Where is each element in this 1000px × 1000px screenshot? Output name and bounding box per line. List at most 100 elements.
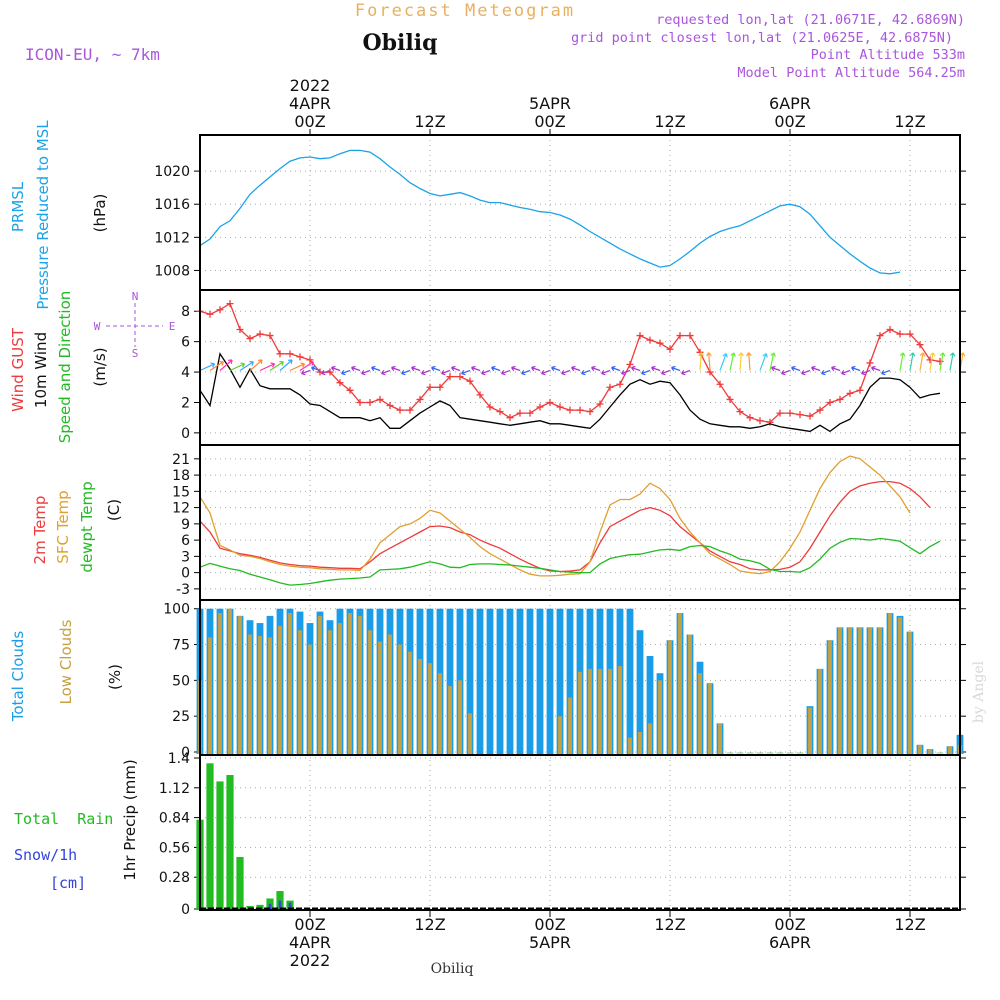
rain-bar <box>256 904 264 909</box>
low-cloud-bar <box>598 668 602 754</box>
wind-direction-arrow <box>441 369 451 376</box>
wind-direction-arrow <box>391 365 401 372</box>
low-cloud-bar <box>298 630 302 754</box>
low-cloud-bar <box>608 668 612 754</box>
wind-direction-arrow <box>641 369 651 376</box>
gust-marker <box>466 377 474 385</box>
low-cloud-bar <box>698 673 702 754</box>
low-cloud-bar <box>618 666 622 754</box>
low-cloud-bar <box>658 680 662 754</box>
low-cloud-bar <box>218 613 222 754</box>
total-cloud-bar <box>526 608 534 754</box>
bottom-tick-label: 2022 <box>290 951 331 970</box>
gust-marker <box>516 409 524 417</box>
wind-direction-arrow <box>881 369 891 376</box>
gust-marker <box>506 414 514 422</box>
wind-direction-arrow <box>759 353 768 371</box>
wind-direction-arrow <box>621 369 631 376</box>
wind-direction-arrow <box>671 365 681 372</box>
rain-bar <box>236 856 244 909</box>
wind-direction-arrow <box>299 361 314 372</box>
wind-direction-arrow <box>746 352 752 371</box>
wind-direction-arrow <box>351 365 361 372</box>
series-dewpt-temp <box>199 537 941 586</box>
panel-precipitation: 0 0.28 0.56 0.84 1.12 1.4 <box>159 751 966 918</box>
panel-wind: 0 2 4 6 8 <box>181 290 966 446</box>
low-cloud-bar <box>558 716 562 754</box>
temp-unit: (C) <box>105 499 123 521</box>
low-cloud-bar <box>688 634 692 754</box>
low-cloud-bar <box>868 627 872 754</box>
low-cloud-bar <box>838 627 842 754</box>
gust-marker <box>436 383 444 391</box>
wind-label-10m: 10m Wind <box>32 332 50 408</box>
pressure-label-2: Pressure Reduced to MSL <box>34 120 52 310</box>
gust-marker <box>476 391 484 399</box>
wind-direction-arrow <box>929 352 936 371</box>
wind-direction-arrow <box>361 369 371 376</box>
gust-marker <box>286 350 294 358</box>
wind-direction-arrow <box>631 365 641 372</box>
wind-direction-arrow <box>801 369 811 376</box>
wind-direction-arrow <box>461 369 471 376</box>
gust-marker <box>616 380 624 388</box>
temp-label-sfc: SFC Temp <box>54 490 72 563</box>
gust-marker <box>406 406 414 414</box>
temperature-ytick-label: 3 <box>181 549 190 565</box>
clouds-ytick-label: 0 <box>181 745 190 761</box>
top-tick-label: 5APR <box>529 94 571 113</box>
gust-marker <box>916 341 924 349</box>
total-cloud-bar <box>496 608 504 754</box>
low-cloud-bar <box>418 658 422 754</box>
total-cloud-bar <box>536 608 544 754</box>
gust-marker <box>296 353 304 361</box>
temperature-ytick-label: -3 <box>176 582 190 598</box>
bottom-tick-label: 6APR <box>769 933 811 952</box>
low-cloud-bar <box>628 737 632 754</box>
gust-marker <box>426 383 434 391</box>
low-cloud-bar <box>708 683 712 754</box>
low-cloud-bar <box>238 615 242 754</box>
wind-direction-arrow <box>821 369 831 376</box>
top-tick-label: 00Z <box>534 112 565 131</box>
gust-marker <box>676 332 684 340</box>
gust-marker <box>906 330 914 338</box>
wind-direction-arrow <box>899 352 906 371</box>
pressure-label-1: PRMSL <box>9 181 27 232</box>
low-cloud-bar <box>288 613 292 754</box>
wind-direction-arrow <box>491 365 501 372</box>
rain-bar <box>246 905 254 909</box>
gust-marker <box>306 356 314 364</box>
temperature-ytick-label: 18 <box>172 468 190 484</box>
gust-marker <box>786 409 794 417</box>
gust-marker <box>936 357 944 365</box>
gust-marker <box>366 398 374 406</box>
wind-direction-arrow <box>611 365 621 372</box>
compass-rose: N S W E <box>94 290 176 360</box>
wind-direction-arrow <box>841 369 851 376</box>
top-tick-label: 2022 <box>290 76 331 95</box>
gust-marker <box>626 360 634 368</box>
pressure-ytick-label: 1020 <box>154 164 190 180</box>
location-title: Obiliq <box>362 30 437 56</box>
wind-direction-arrow <box>451 365 461 372</box>
wind-direction-arrow <box>706 352 712 371</box>
total-cloud-bar <box>546 608 554 754</box>
wind-unit: (m/s) <box>91 347 109 386</box>
wind-direction-arrow <box>939 352 946 371</box>
gust-marker <box>876 332 884 340</box>
cloud-label-total: Total Clouds <box>9 631 27 723</box>
gust-marker <box>536 403 544 411</box>
gust-marker <box>456 373 464 381</box>
precipitation-ytick-label: 1.4 <box>168 751 190 767</box>
gust-marker <box>226 300 234 308</box>
temperature-ytick-label: 6 <box>181 533 190 549</box>
low-cloud-bar <box>648 723 652 754</box>
low-cloud-bar <box>368 630 372 754</box>
precipitation-ytick-label: 0 <box>181 902 190 918</box>
wind-direction-arrow <box>279 359 293 371</box>
wind-label-gust: Wind GUST <box>9 327 27 412</box>
